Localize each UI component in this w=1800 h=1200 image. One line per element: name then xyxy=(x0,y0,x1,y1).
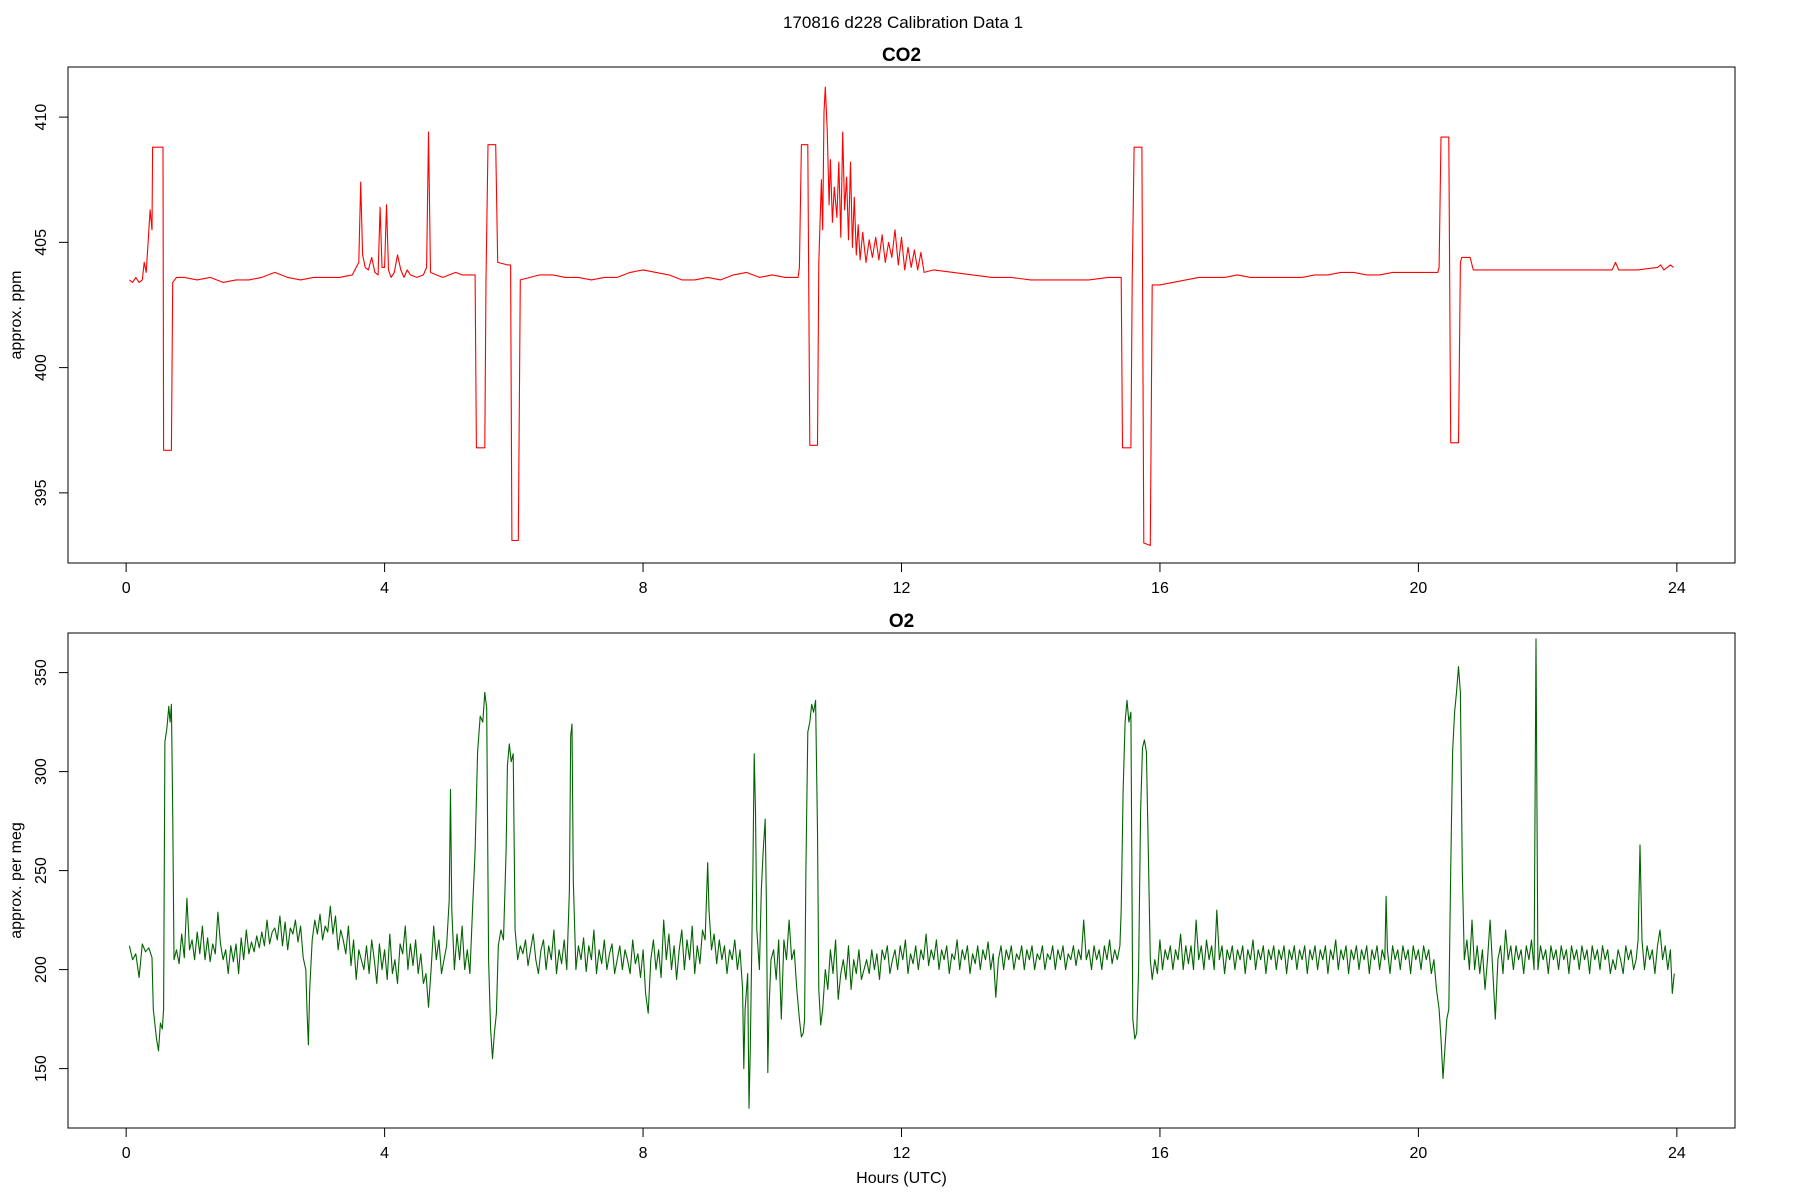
o2-x-tick-label: 4 xyxy=(380,1145,389,1162)
o2-x-tick-label: 20 xyxy=(1410,1145,1428,1162)
figure-suptitle: 170816 d228 Calibration Data 1 xyxy=(783,13,1023,32)
o2-x-tick-label: 12 xyxy=(893,1145,911,1162)
o2-x-tick-label: 24 xyxy=(1668,1145,1686,1162)
co2-panel: CO2 0 4 8 12 16 20 24 395 400 405 410 approx. ppm xyxy=(8,45,1736,597)
o2-series-line xyxy=(128,638,1675,1109)
o2-y-tick-label: 350 xyxy=(33,659,50,686)
o2-x-tick-label: 0 xyxy=(122,1145,131,1162)
o2-y-tick-label: 200 xyxy=(33,956,50,983)
co2-x-tick-label: 0 xyxy=(122,580,131,597)
co2-y-tick-label: 405 xyxy=(33,229,50,256)
o2-y-tick-label: 300 xyxy=(33,758,50,785)
co2-y-axis-label: approx. ppm xyxy=(8,271,25,360)
o2-x-tick-label: 16 xyxy=(1151,1145,1169,1162)
co2-series-line xyxy=(129,86,1674,547)
co2-y-tick-label: 395 xyxy=(33,479,50,506)
co2-y-tick-label: 410 xyxy=(33,104,50,131)
o2-panel: O2 0 4 8 12 16 20 24 150 200 250 300 350 approx. per … xyxy=(8,611,1736,1187)
co2-x-tick-label: 12 xyxy=(893,580,911,597)
o2-y-tick-label: 250 xyxy=(33,857,50,884)
o2-x-axis-label: Hours (UTC) xyxy=(856,1170,947,1187)
co2-x-tick-label: 16 xyxy=(1151,580,1169,597)
o2-x-tick-label: 8 xyxy=(639,1145,648,1162)
o2-y-axis-label: approx. per meg xyxy=(8,822,25,939)
co2-x-tick-label: 24 xyxy=(1668,580,1686,597)
co2-y-tick-label: 400 xyxy=(33,354,50,381)
co2-title: CO2 xyxy=(882,45,921,66)
co2-x-tick-label: 4 xyxy=(380,580,389,597)
co2-x-tick-label: 8 xyxy=(639,580,648,597)
o2-title: O2 xyxy=(889,611,914,632)
o2-y-tick-label: 150 xyxy=(33,1055,50,1082)
co2-x-tick-label: 20 xyxy=(1410,580,1428,597)
